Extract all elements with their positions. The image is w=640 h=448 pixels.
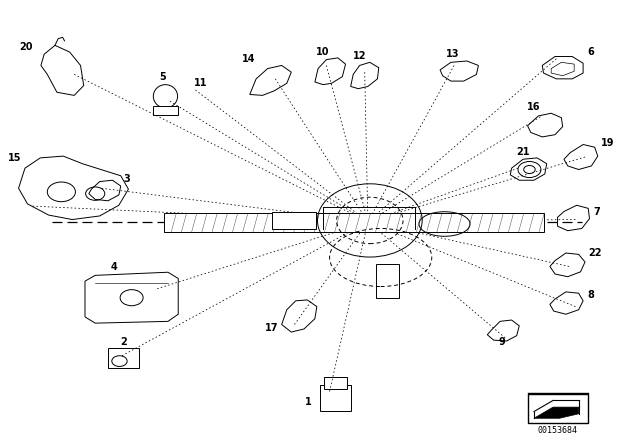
Text: 20: 20 [19,42,33,52]
Polygon shape [534,407,579,418]
Text: 10: 10 [316,47,330,57]
Text: 5: 5 [159,72,166,82]
Text: 12: 12 [353,51,366,61]
Text: 9: 9 [499,337,506,348]
Text: 16: 16 [527,102,541,112]
Bar [108,348,139,368]
Text: 21: 21 [516,147,530,157]
Text: 22: 22 [588,248,602,258]
Text: 17: 17 [266,323,279,333]
Text: 11: 11 [194,78,208,87]
Text: 1: 1 [305,397,312,407]
Text: 15: 15 [8,153,22,163]
Bar [164,213,543,232]
Bar [376,264,399,297]
Text: 2: 2 [120,336,127,347]
Text: 13: 13 [446,49,460,60]
Bar [272,212,316,229]
Text: 19: 19 [601,138,614,148]
Text: 14: 14 [242,54,255,65]
Bar [527,394,588,423]
Text: 7: 7 [593,207,600,217]
Text: 00153684: 00153684 [538,426,578,435]
Text: 3: 3 [124,174,130,185]
Bar [154,106,177,116]
Text: 4: 4 [111,262,118,271]
Bar [320,385,351,411]
Text: 6: 6 [587,47,594,57]
Text: 8: 8 [587,290,594,300]
Bar [324,377,347,389]
